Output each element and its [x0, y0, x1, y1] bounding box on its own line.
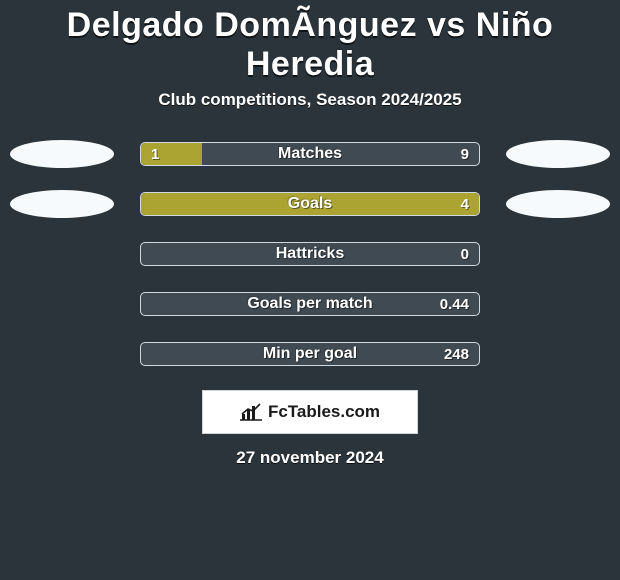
right-player-marker	[506, 190, 610, 218]
brand-logo[interactable]: FcTables.com	[202, 390, 418, 434]
brand-text: FcTables.com	[268, 402, 380, 422]
stat-row: 0.44Goals per match	[0, 290, 620, 318]
stat-row: 248Min per goal	[0, 340, 620, 368]
stat-value-right: 9	[461, 143, 469, 165]
brand-suffix: .com	[340, 402, 380, 421]
stat-bar: 248Min per goal	[140, 342, 480, 366]
stat-value-right: 0.44	[440, 293, 469, 315]
chart-icon	[240, 402, 264, 422]
date-label: 27 november 2024	[0, 448, 620, 468]
stats-container: 19Matches4Goals0Hattricks0.44Goals per m…	[0, 140, 620, 368]
stat-value-left: 1	[151, 143, 159, 165]
right-player-marker	[506, 140, 610, 168]
stat-label: Min per goal	[141, 343, 479, 365]
stat-value-right: 4	[461, 193, 469, 215]
stat-label: Goals per match	[141, 293, 479, 315]
brand-prefix: Fc	[268, 402, 288, 421]
stat-label: Hattricks	[141, 243, 479, 265]
stat-bar: 19Matches	[140, 142, 480, 166]
comparison-card: Delgado DomÃ­nguez vs Niño Heredia Club …	[0, 0, 620, 468]
stat-value-right: 0	[461, 243, 469, 265]
stat-bar: 0.44Goals per match	[140, 292, 480, 316]
stat-bar: 4Goals	[140, 192, 480, 216]
stat-row: 0Hattricks	[0, 240, 620, 268]
stat-bar: 0Hattricks	[140, 242, 480, 266]
stat-value-right: 248	[444, 343, 469, 365]
bar-fill-full	[141, 193, 479, 215]
stat-row: 4Goals	[0, 190, 620, 218]
left-player-marker	[10, 190, 114, 218]
brand-logo-inner: FcTables.com	[240, 402, 380, 422]
page-subtitle: Club competitions, Season 2024/2025	[0, 90, 620, 110]
left-player-marker	[10, 140, 114, 168]
page-title: Delgado DomÃ­nguez vs Niño Heredia	[0, 6, 620, 84]
stat-row: 19Matches	[0, 140, 620, 168]
brand-main: Tables	[288, 402, 341, 421]
